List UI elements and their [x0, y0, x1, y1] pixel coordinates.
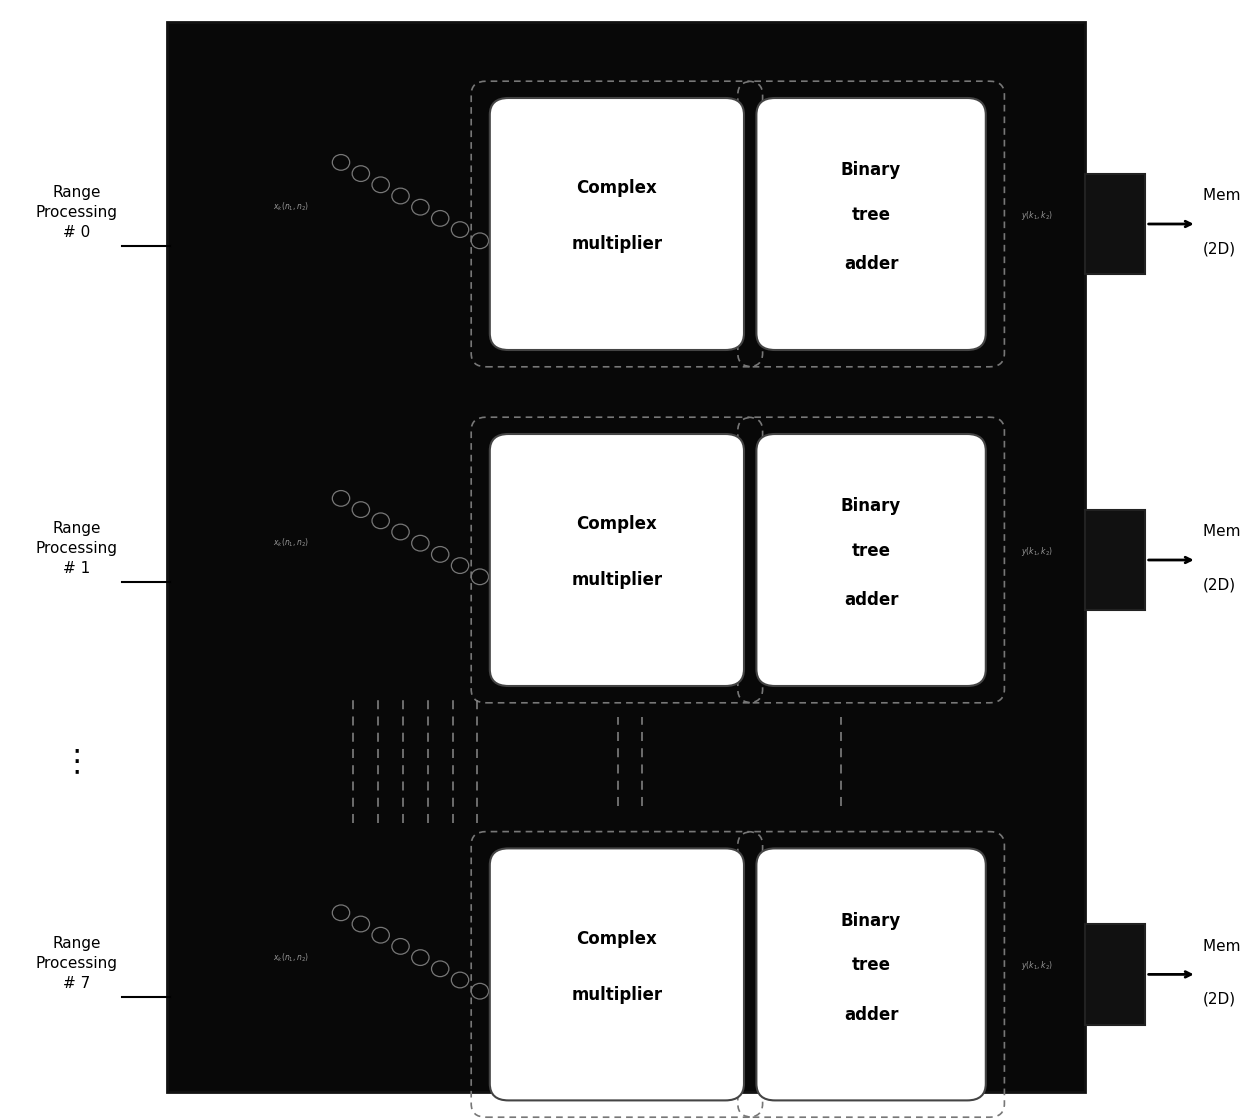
Text: $x_k(n_1,n_2)$: $x_k(n_1,n_2)$ [273, 951, 310, 964]
Text: multiplier: multiplier [572, 986, 662, 1004]
FancyBboxPatch shape [490, 99, 744, 349]
Text: Complex: Complex [577, 930, 657, 948]
Text: ⋮: ⋮ [62, 747, 92, 776]
Text: (2D): (2D) [1203, 241, 1236, 256]
FancyBboxPatch shape [1085, 510, 1145, 610]
Text: (2D): (2D) [1203, 577, 1236, 592]
Text: adder: adder [844, 255, 898, 273]
Text: tree: tree [852, 956, 890, 974]
Text: multiplier: multiplier [572, 235, 662, 253]
Text: Range
Processing
# 1: Range Processing # 1 [36, 522, 118, 576]
Text: Complex: Complex [577, 515, 657, 533]
FancyBboxPatch shape [756, 99, 986, 349]
FancyBboxPatch shape [756, 435, 986, 685]
Text: adder: adder [844, 591, 898, 609]
Text: Range
Processing
# 7: Range Processing # 7 [36, 936, 118, 990]
Text: Mem # 1: Mem # 1 [1203, 524, 1240, 540]
Text: Complex: Complex [577, 179, 657, 197]
Text: $x_k(n_1,n_2)$: $x_k(n_1,n_2)$ [273, 200, 310, 214]
FancyBboxPatch shape [756, 849, 986, 1100]
Text: Mem # 0: Mem # 0 [1203, 188, 1240, 204]
Text: Binary: Binary [841, 912, 901, 930]
FancyBboxPatch shape [490, 849, 744, 1100]
Text: $y(k_1,k_2)$: $y(k_1,k_2)$ [1021, 544, 1053, 558]
FancyBboxPatch shape [1085, 174, 1145, 274]
Text: (2D): (2D) [1203, 991, 1236, 1007]
FancyBboxPatch shape [490, 435, 744, 685]
Text: $y(k_1,k_2)$: $y(k_1,k_2)$ [1021, 959, 1053, 972]
Text: tree: tree [852, 206, 890, 224]
Text: Mem # 7: Mem # 7 [1203, 939, 1240, 954]
Text: Range
Processing
# 0: Range Processing # 0 [36, 186, 118, 240]
Text: Binary: Binary [841, 497, 901, 515]
Text: $x_k(n_1,n_2)$: $x_k(n_1,n_2)$ [273, 536, 310, 550]
FancyBboxPatch shape [167, 22, 1085, 1092]
Text: multiplier: multiplier [572, 571, 662, 589]
Text: $y(k_1,k_2)$: $y(k_1,k_2)$ [1021, 208, 1053, 222]
Text: tree: tree [852, 542, 890, 560]
FancyBboxPatch shape [1085, 924, 1145, 1025]
Text: Binary: Binary [841, 161, 901, 179]
Text: adder: adder [844, 1006, 898, 1024]
